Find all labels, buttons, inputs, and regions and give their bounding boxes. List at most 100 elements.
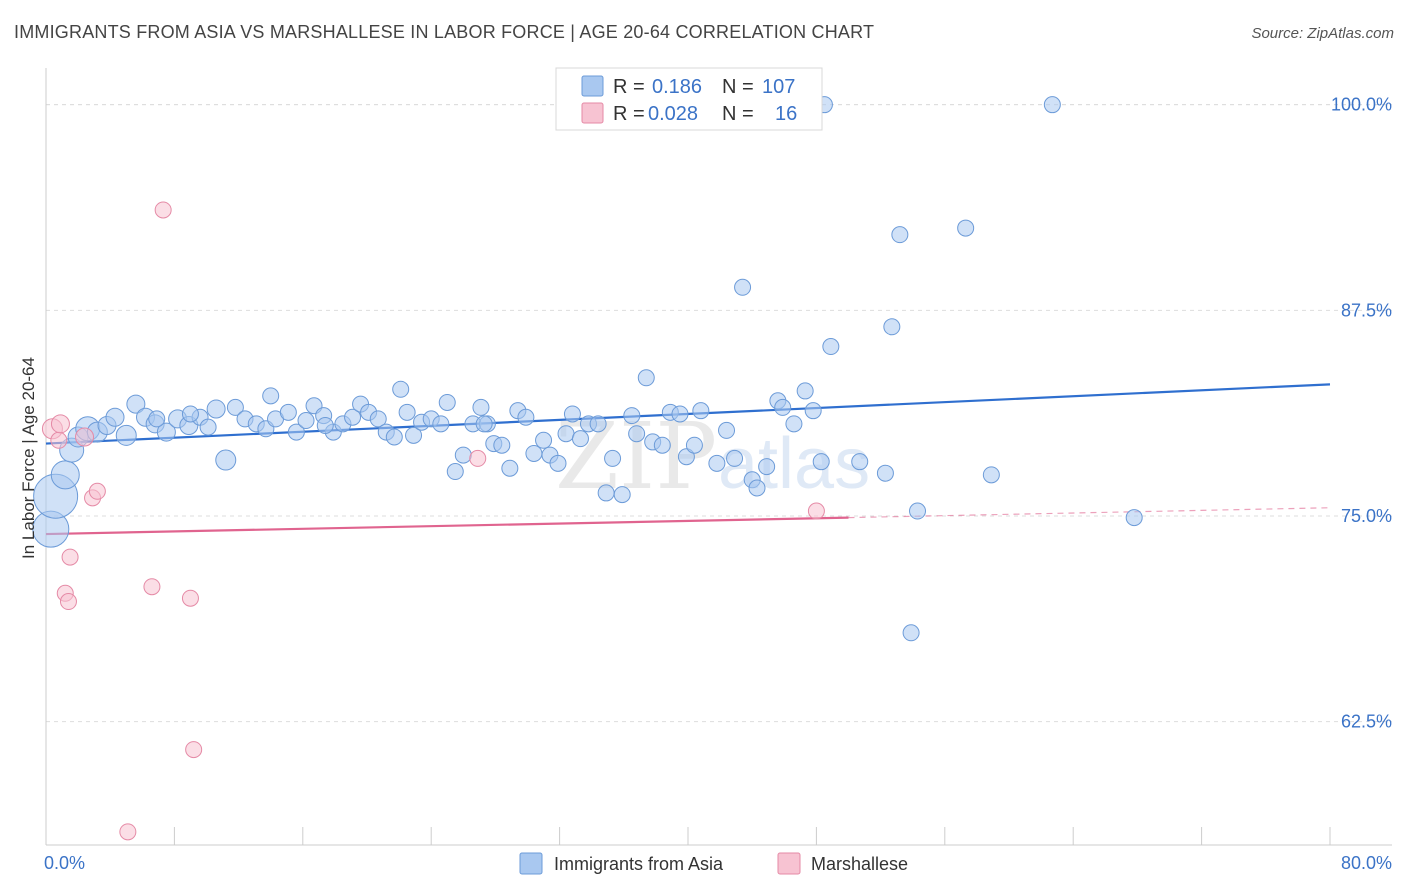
trend-line-marshallese <box>45 516 849 536</box>
x-tick-labels: 0.0% 80.0% <box>44 853 1392 873</box>
point-marshallese-11 <box>154 201 172 219</box>
point-asia-86 <box>774 398 792 416</box>
point-asia-101 <box>1043 96 1061 114</box>
legend-r-value-2: 0.028 <box>648 103 698 125</box>
point-asia-102 <box>1125 509 1143 527</box>
y-axis-label: In Labor Force | Age 20-64 <box>19 357 38 559</box>
point-asia-103 <box>475 415 493 433</box>
point-marshallese-14 <box>469 449 487 467</box>
bottom-legend-label-asia: Immigrants from Asia <box>554 854 724 874</box>
legend-n-label-1: N = <box>722 76 754 98</box>
point-asia-46 <box>446 463 464 481</box>
point-asia-28 <box>297 412 315 430</box>
point-asia-92 <box>822 338 840 356</box>
point-asia-89 <box>804 402 822 420</box>
point-asia-81 <box>734 278 752 296</box>
point-asia-67 <box>613 486 631 504</box>
bottom-legend-label-marshallese: Marshallese <box>811 854 908 874</box>
y-tick-label-2: 87.5% <box>1341 300 1392 320</box>
point-marshallese-5 <box>61 548 79 566</box>
legend-swatch-blue <box>581 75 604 97</box>
point-asia-64 <box>589 415 607 433</box>
point-asia-69 <box>628 425 646 443</box>
point-asia-78 <box>708 454 726 472</box>
point-asia-80 <box>726 449 744 467</box>
point-asia-104 <box>316 416 334 434</box>
y-tick-label-0: 62.5% <box>1341 712 1392 732</box>
bottom-legend-swatch-marshallese <box>777 852 801 875</box>
point-asia-94 <box>876 464 894 482</box>
chart-title: IMMIGRANTS FROM ASIA VS MARSHALLESE IN L… <box>14 22 875 42</box>
x-tick-label-max: 80.0% <box>1341 853 1392 873</box>
point-asia-100 <box>982 466 1000 484</box>
point-asia-41 <box>405 426 423 444</box>
legend-n-value-2: 16 <box>775 103 797 125</box>
point-marshallese-2 <box>50 414 70 434</box>
point-asia-18 <box>206 399 226 419</box>
point-marshallese-9 <box>119 823 137 841</box>
point-asia-33 <box>344 408 362 426</box>
legend-n-value-1: 107 <box>762 76 795 98</box>
point-asia-99 <box>957 219 975 237</box>
point-asia-9 <box>115 424 137 446</box>
point-marshallese-8 <box>88 482 106 500</box>
source-label: Source: ZipAtlas.com <box>1251 25 1394 42</box>
point-asia-87 <box>785 415 803 433</box>
point-asia-26 <box>279 403 297 421</box>
point-asia-72 <box>653 436 671 454</box>
point-asia-44 <box>432 415 450 433</box>
legend-r-label-2: R = <box>613 103 645 125</box>
point-asia-2 <box>50 460 80 490</box>
point-asia-77 <box>692 402 710 420</box>
point-asia-65 <box>597 484 615 502</box>
legend-r-value-1: 0.186 <box>652 76 702 98</box>
point-marshallese-12 <box>181 589 199 607</box>
point-asia-75 <box>677 448 695 466</box>
point-asia-47 <box>454 446 472 464</box>
point-asia-57 <box>535 431 553 449</box>
y-tick-label-1: 75.0% <box>1341 506 1392 526</box>
point-asia-45 <box>438 393 456 411</box>
point-asia-66 <box>604 449 622 467</box>
point-asia-60 <box>557 425 575 443</box>
point-asia-56 <box>525 444 543 462</box>
point-asia-76 <box>685 436 703 454</box>
point-marshallese-10 <box>143 578 161 596</box>
point-asia-95 <box>883 318 901 336</box>
point-asia-97 <box>902 624 920 642</box>
point-asia-55 <box>517 408 535 426</box>
point-asia-53 <box>501 459 519 477</box>
point-asia-70 <box>637 369 655 387</box>
point-asia-68 <box>623 407 641 425</box>
point-asia-62 <box>571 430 589 448</box>
point-asia-13 <box>156 422 176 442</box>
point-marshallese-4 <box>59 593 77 611</box>
legend-r-label-1: R = <box>613 76 645 98</box>
point-asia-10 <box>126 394 146 414</box>
legend-box: R = 0.186 N = 107 R = 0.028 N = 16 <box>555 67 823 131</box>
point-asia-36 <box>369 410 387 428</box>
point-asia-83 <box>748 479 766 497</box>
point-asia-61 <box>563 405 581 423</box>
point-asia-25 <box>262 387 280 405</box>
point-asia-20 <box>226 398 244 416</box>
point-marshallese-6 <box>75 427 95 447</box>
point-asia-79 <box>718 421 736 439</box>
point-asia-17 <box>199 418 217 436</box>
point-asia-74 <box>671 405 689 423</box>
point-asia-90 <box>812 453 830 471</box>
point-asia-8 <box>105 407 125 427</box>
point-asia-49 <box>472 398 490 416</box>
bottom-legend-swatch-asia <box>519 852 543 875</box>
point-marshallese-15 <box>807 502 825 520</box>
point-asia-39 <box>392 380 410 398</box>
bottom-legend: Immigrants from Asia Marshallese <box>519 852 908 875</box>
axes <box>45 68 1392 846</box>
point-asia-98 <box>909 502 927 520</box>
point-asia-96 <box>891 226 909 244</box>
trend-line-marshallese-extension <box>848 507 1331 519</box>
x-tick-label-min: 0.0% <box>44 853 85 873</box>
point-asia-105 <box>181 405 199 423</box>
point-asia-40 <box>398 403 416 421</box>
